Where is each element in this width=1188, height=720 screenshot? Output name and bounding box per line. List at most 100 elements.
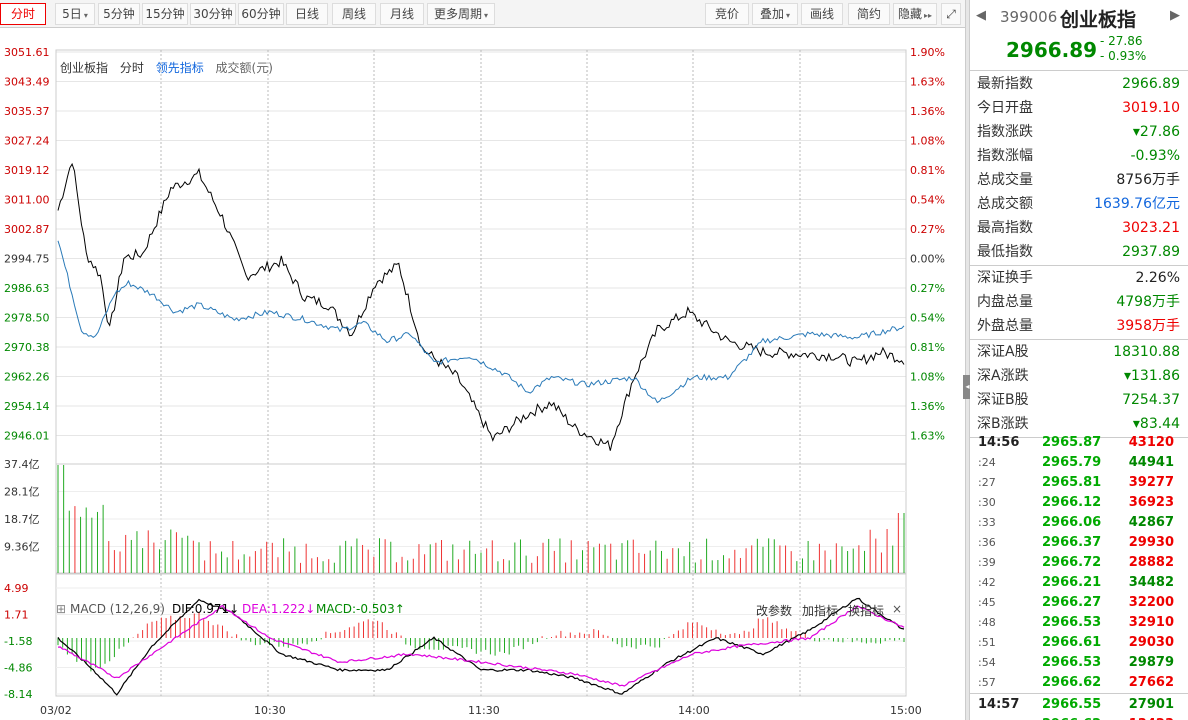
period-button-l-3[interactable]: 15分钟 [142,3,188,25]
tick-price: 2966.06 [1042,515,1102,530]
tick-volume: 44941 [1128,455,1174,470]
tick-volume: 29930 [1128,535,1174,550]
period-button-l-8[interactable]: 月线 [380,3,424,25]
tick-price: 2966.62 [1042,715,1101,720]
tick-time: :51 [978,636,996,649]
divider [970,339,1188,340]
stat-label: 内盘总量 [977,294,1033,310]
next-arrow-icon[interactable]: ▶ [1170,8,1180,23]
period-button-r-1[interactable]: 叠加 ▾ [752,3,798,25]
close-icon[interactable]: × [892,602,903,616]
period-button-l-4[interactable]: 30分钟 [190,3,236,25]
tick-time: :57 [978,676,996,689]
tick-time: :36 [978,536,996,549]
stat-value: ▾27.86 [1132,124,1180,140]
stat-row-a-7: 最低指数 2937.89 [970,240,1188,264]
button-label: 竞价 [714,7,739,21]
button-label: 60分钟 [241,7,281,21]
quote-panel: ◀ 399006 创业板指 ▶ 2966.89 - 27.86 - 0.93% … [970,0,1188,720]
tick-time: :27 [978,476,996,489]
index-name-label: 创业板指 [60,61,109,75]
chevron-down-icon: ▾ [786,11,791,20]
period-button-l-2[interactable]: 5分钟 [98,3,140,25]
pct-tick-label: 0.27% [910,223,945,236]
price-tick-label: 3002.87 [4,223,50,236]
volume-tick-label: 28.1亿 [4,486,40,499]
price-tick-label: 2986.63 [4,282,50,295]
price-tick-label: 2994.75 [4,253,50,266]
tick-time: :48 [978,616,996,629]
stat-label: 今日开盘 [977,100,1033,116]
panel-divider[interactable] [965,0,970,720]
stat-row-b-2: 外盘总量 3958万手 [970,314,1188,338]
tick-volume: 34482 [1128,575,1174,590]
tick-row: :54 2966.53 29879 [970,653,1188,673]
collapse-arrow-icon[interactable]: ◂ [963,375,972,399]
price-tick-label: 3035.37 [4,105,50,118]
price-tick-label: 3019.12 [4,164,50,177]
index-price-line [57,162,905,451]
price-tick-label: 2962.26 [4,371,50,384]
button-label: 分时 [10,7,35,21]
volume-tick-label: 37.4亿 [4,458,40,471]
chevron-down-icon: ▾ [484,11,489,20]
period-button-l-5[interactable]: 60分钟 [238,3,284,25]
swap-indicator-button[interactable]: 换指标 [848,604,885,618]
period-button-l-9[interactable]: 更多周期 ▾ [427,3,495,25]
period-button-r-0[interactable]: 竞价 [705,3,749,25]
stat-label: 总成交量 [977,172,1033,188]
stat-value: 3023.21 [1122,220,1180,236]
period-button-r-4[interactable]: 隐藏 ▸▸ [893,3,937,25]
stat-value: 4798万手 [1116,294,1180,310]
tick-price: 2965.87 [1042,435,1102,450]
pct-tick-label: 0.81% [910,341,945,354]
stat-value: 2.26% [1135,270,1180,286]
expand-icon[interactable]: ⤢ [941,3,961,25]
button-label: 更多周期 [433,7,482,21]
tick-price: 2966.53 [1042,615,1102,630]
add-indicator-button[interactable]: 加指标 [802,604,839,618]
tune-params-button[interactable]: 改参数 [756,604,793,618]
lead-indicator-line [57,240,905,404]
pct-tick-label: 1.36% [910,105,945,118]
tick-row: :33 2966.06 42867 [970,513,1188,533]
stat-row-a-0: 最新指数 2966.89 [970,72,1188,96]
tick-price: 2966.21 [1042,575,1102,590]
tick-row: :57 2966.62 27662 [970,673,1188,693]
stat-value: 2966.89 [1122,76,1180,92]
intraday-chart[interactable]: 3051.61 1.90% 3043.49 1.63% 3035.37 1.36% 3027… [0,28,965,720]
stat-value: 7254.37 [1122,392,1180,408]
tick-volume: 27901 [1128,697,1174,712]
stat-row-a-2: 指数涨跌 ▾27.86 [970,120,1188,144]
tick-price: 2966.61 [1042,635,1102,650]
stat-label: 最高指数 [977,220,1033,236]
tick-volume: 42867 [1128,515,1174,530]
pct-tick-label: 1.08% [910,135,945,148]
period-button-l-0[interactable]: 分时 [0,3,46,25]
grid-icon[interactable]: ⊞ [56,602,67,616]
stat-row-c-3: 深B涨跌 ▾83.44 [970,412,1188,436]
price-change-pct: - 0.93% [1100,49,1147,63]
mode-label: 分时 [119,61,144,75]
button-label: 5分钟 [103,7,135,21]
period-button-l-7[interactable]: 周线 [332,3,376,25]
period-button-l-1[interactable]: 5日 ▾ [55,3,95,25]
stat-value: 3958万手 [1116,318,1180,334]
macd-tick-label: -4.86 [4,662,32,675]
button-label: 周线 [341,7,366,21]
tick-price: 2966.62 [1042,675,1102,690]
macd-value: MACD:-0.503↑ [316,602,405,616]
time-label: 10:30 [254,704,286,717]
tick-time: :33 [978,516,996,529]
tick-price: 2966.72 [1042,555,1102,570]
double-arrow-icon: ▸▸ [923,11,933,20]
tick-volume: 32200 [1128,595,1174,610]
tick-time: :54 [978,656,996,669]
prev-arrow-icon[interactable]: ◀ [976,8,986,23]
period-button-l-6[interactable]: 日线 [286,3,328,25]
macd-tick-label: 4.99 [4,582,29,595]
period-button-r-3[interactable]: 简约 [848,3,890,25]
macd-name: MACD (12,26,9) [70,602,165,616]
macd-dif-value: DIF:0.971↓ [172,602,240,616]
period-button-r-2[interactable]: 画线 [801,3,843,25]
